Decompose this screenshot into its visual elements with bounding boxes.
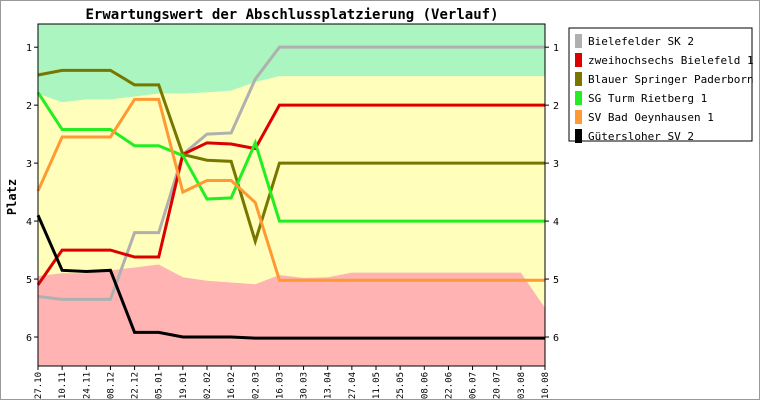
y-tick-label: 2 — [26, 101, 32, 112]
y-tick-label: 2 — [553, 101, 559, 112]
x-tick-label: 30.03 — [300, 372, 310, 399]
legend-entry: Blauer Springer Paderborn 1 — [588, 73, 759, 86]
series-lines — [36, 45, 545, 340]
x-tick-label: 27.10 — [34, 372, 44, 399]
y-tick-label: 4 — [26, 217, 32, 228]
legend-swatch — [575, 129, 582, 143]
legend-swatch — [575, 53, 582, 67]
y-tick-label: 6 — [26, 333, 32, 344]
x-tick-label: 10.11 — [58, 372, 68, 399]
legend-swatch — [575, 110, 582, 124]
x-axis-ticks: 27.10 10.11 24.11 08.12 22.12 05.01 19.01 02.02… — [34, 366, 551, 399]
x-tick-label: 11.05 — [372, 372, 382, 399]
x-tick-label: 16.02 — [227, 372, 237, 399]
x-tick-label: 19.01 — [179, 372, 189, 399]
legend-entry: Gütersloher SV 2 — [588, 130, 694, 143]
x-tick-label: 20.07 — [493, 372, 503, 399]
y-tick-label: 4 — [553, 217, 559, 228]
legend-swatch — [575, 72, 582, 86]
x-tick-label: 27.04 — [348, 372, 358, 399]
series-line-4 — [36, 91, 545, 223]
plot-border — [37, 23, 546, 367]
legend-entry: SV Bad Oeynhausen 1 — [588, 111, 714, 124]
x-tick-label: 03.08 — [517, 372, 527, 399]
series-line-3 — [37, 68, 545, 247]
y-tick-label: 1 — [553, 43, 559, 54]
x-tick-label: 24.11 — [82, 372, 92, 399]
x-tick-label: 02.02 — [203, 372, 213, 399]
series-line-6 — [36, 214, 545, 340]
series-line-2 — [36, 103, 545, 286]
x-tick-label: 05.01 — [155, 372, 165, 399]
x-tick-label: 22.06 — [444, 372, 454, 399]
legend-entry: zweihochsechs Bielefeld 1 — [588, 54, 754, 67]
legend: Bielefelder SK 2 zweihochsechs Bielefeld … — [568, 27, 760, 143]
y-axis-ticks: 1 1 2 2 3 3 4 4 5 5 6 6 — [26, 43, 559, 344]
chart-title: Erwartungswert der Abschlussplatzierung … — [85, 7, 498, 23]
y-tick-label: 6 — [553, 333, 559, 344]
x-tick-label: 08.06 — [420, 372, 430, 399]
legend-entry: SG Turm Rietberg 1 — [588, 92, 707, 105]
x-tick-label: 16.03 — [275, 372, 285, 399]
x-tick-label: 02.03 — [251, 372, 261, 399]
series-line-5 — [36, 97, 545, 282]
x-tick-label: 25.05 — [396, 372, 406, 399]
x-tick-label: 22.12 — [131, 372, 141, 399]
x-tick-label: 08.12 — [106, 372, 116, 399]
x-tick-label: 13.04 — [324, 372, 334, 399]
probability-bands — [38, 24, 545, 366]
legend-box — [568, 27, 753, 142]
y-tick-label: 3 — [553, 159, 559, 170]
band-bottom — [38, 264, 545, 366]
band-top — [38, 24, 545, 103]
y-axis-label: Platz — [5, 179, 19, 215]
x-tick-label: 10.08 — [541, 372, 551, 399]
y-tick-label: 5 — [553, 275, 559, 286]
x-tick-label: 06.07 — [469, 372, 479, 399]
y-tick-label: 5 — [26, 275, 32, 286]
series-line-1 — [37, 45, 545, 301]
y-tick-label: 1 — [26, 43, 32, 54]
legend-entry: Bielefelder SK 2 — [588, 35, 694, 48]
y-tick-label: 3 — [26, 159, 32, 170]
legend-swatch — [575, 34, 582, 48]
legend-swatch — [575, 91, 582, 105]
